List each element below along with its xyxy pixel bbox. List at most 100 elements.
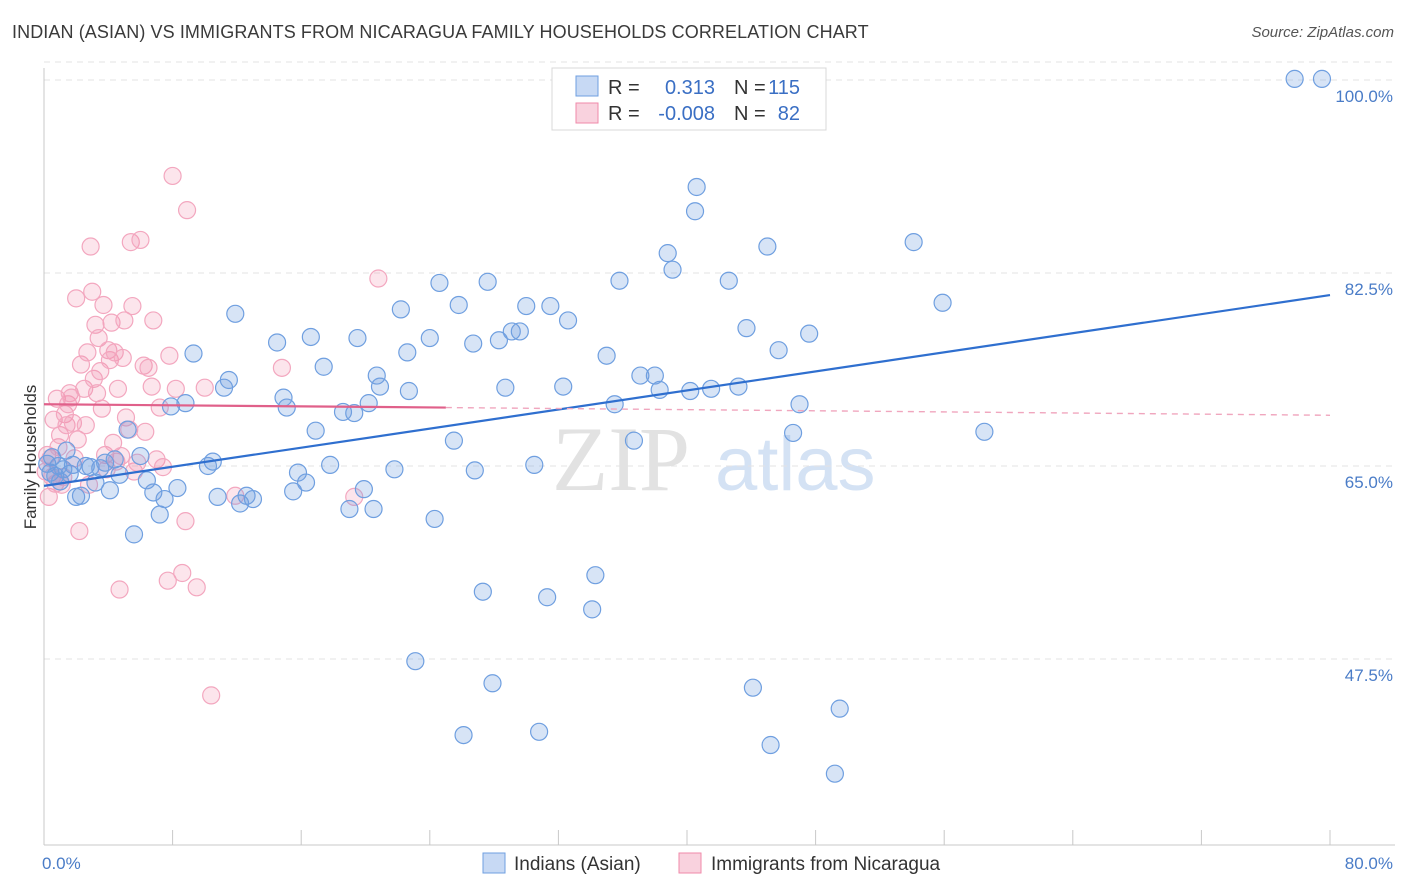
indians-point [1312, 69, 1332, 88]
indians-point [825, 764, 844, 783]
y-tick-label: 47.5% [1345, 666, 1393, 685]
indians-point [1285, 69, 1304, 88]
indians-point [430, 273, 449, 293]
trend-lines [43, 293, 1331, 487]
indians-point [321, 455, 340, 474]
indians-point [131, 446, 150, 466]
x-tick-label-min: 0.0% [42, 854, 81, 873]
indians-point [473, 582, 492, 601]
nicaragua-point [50, 426, 70, 445]
indians-point [517, 296, 536, 316]
legend-n-value-1: 115 [768, 77, 800, 99]
bottom-legend-swatch-nicaragua [678, 852, 702, 874]
nicaragua-point [176, 512, 195, 531]
indians-point [624, 431, 644, 450]
legend-r-value-2: -0.008 [658, 103, 715, 125]
indians-point [95, 453, 115, 472]
indians-point [425, 509, 444, 529]
indians-point [267, 333, 287, 352]
indians-point [975, 422, 994, 441]
indians-point [685, 202, 705, 221]
indians-point [904, 233, 923, 252]
nicaragua-point [173, 563, 192, 583]
nicaragua-point [166, 379, 185, 398]
nicaragua-point [202, 686, 221, 705]
bottom-legend-swatch-indians [482, 852, 506, 874]
grid-lines [44, 61, 1395, 660]
indians-point [743, 678, 763, 697]
nicaragua-point [123, 296, 142, 316]
indians-point [296, 473, 316, 492]
indians-point [525, 455, 544, 474]
indians-point [359, 394, 378, 413]
indians-point [144, 483, 163, 502]
indians-point [761, 735, 780, 755]
indians-point [933, 293, 952, 312]
nicaragua-point [78, 343, 97, 362]
indians-point [71, 486, 91, 505]
nicaragua-trend-line [43, 403, 446, 409]
nicaragua-point [76, 416, 95, 435]
nicaragua-point [110, 580, 129, 599]
nicaragua-point [131, 230, 150, 250]
nicaragua-point [345, 487, 364, 506]
indians-point [631, 366, 650, 385]
nicaragua-trend-line-extended [445, 406, 1331, 416]
legend-r-label-1: R = [608, 77, 640, 99]
y-tick-label: 100.0% [1335, 87, 1393, 106]
indians-point [354, 480, 373, 499]
indians-point [100, 481, 120, 500]
indians-point [719, 271, 738, 290]
indians-point [687, 177, 706, 197]
indians-point [758, 237, 777, 256]
y-axis-label: Family Households [21, 385, 40, 530]
indians-point [790, 395, 809, 414]
legend-n-value-2: 82 [778, 103, 800, 125]
indians-point [208, 487, 227, 506]
indians-point [554, 377, 573, 396]
indians-point [406, 652, 425, 671]
y-tick-label: 65.0% [1345, 473, 1393, 492]
indians-point [385, 460, 404, 479]
indians-point [367, 366, 386, 385]
legend-r-value-1: 0.313 [665, 77, 715, 99]
indians-point [348, 328, 367, 348]
nicaragua-point [108, 379, 128, 398]
nicaragua-point [369, 269, 388, 288]
nicaragua-point [272, 358, 292, 377]
indians-point [243, 489, 263, 509]
legend-swatch-indians [575, 75, 599, 97]
series-legend: Indians (Asian) Immigrants from Nicaragu… [482, 852, 941, 875]
nicaragua-point [115, 311, 134, 330]
indians-point [105, 450, 124, 469]
indians-point [398, 343, 417, 362]
indians-point [729, 377, 748, 396]
indians-point [597, 346, 616, 365]
indians-point [155, 489, 174, 509]
indians-point [605, 395, 624, 414]
indians-point [496, 378, 515, 397]
nicaragua-point [70, 521, 89, 541]
indians-point [454, 725, 473, 745]
indians-point [586, 566, 605, 585]
nicaragua-point [68, 430, 87, 449]
indians-point [184, 344, 203, 363]
indians-point [219, 370, 238, 390]
indians-point [364, 499, 383, 519]
legend-swatch-nicaragua [575, 102, 599, 124]
indians-point [277, 398, 296, 417]
nicaragua-point [92, 399, 111, 418]
indians-point [558, 311, 578, 330]
indians-point [118, 420, 137, 439]
nicaragua-point [144, 311, 163, 330]
indians-point [449, 295, 468, 315]
indians-point [301, 327, 320, 347]
nicaragua-point [195, 378, 214, 397]
indians-point [345, 403, 364, 423]
indians-point [150, 505, 169, 524]
indians-point [306, 421, 325, 440]
x-tick-label-max: 80.0% [1345, 854, 1393, 873]
nicaragua-point [89, 328, 108, 348]
bottom-legend-label-nicaragua: Immigrants from Nicaragua [711, 854, 941, 875]
indians-point [464, 334, 483, 353]
